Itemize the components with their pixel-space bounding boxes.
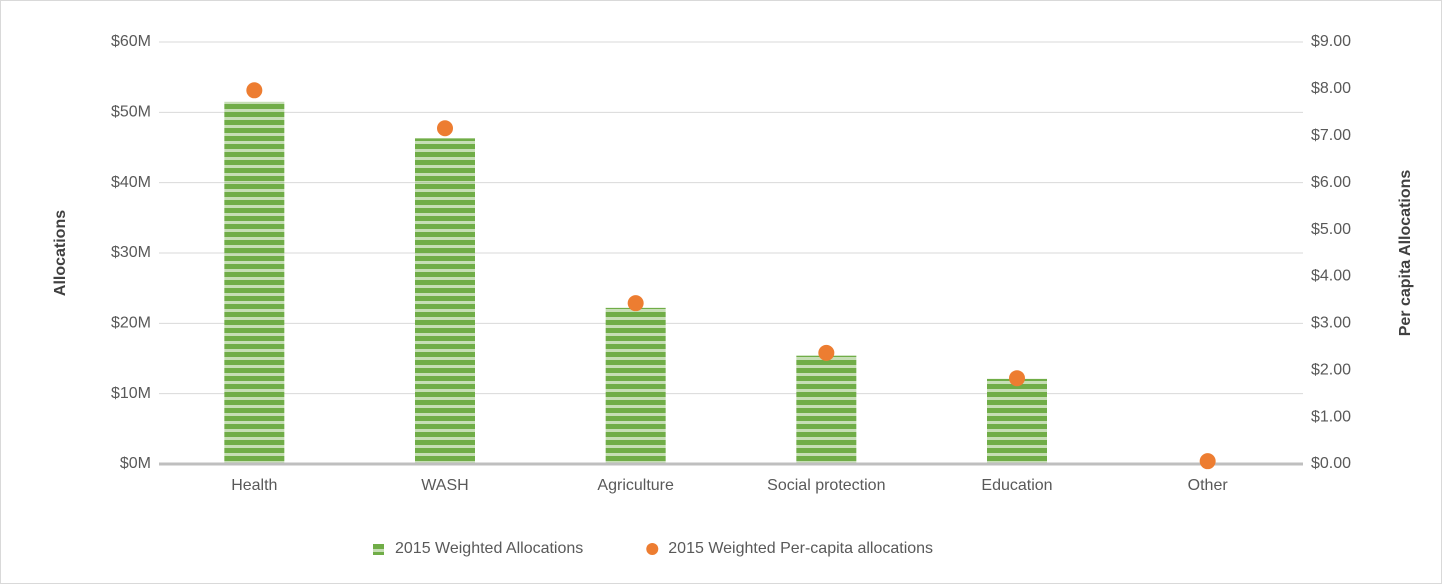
y2-tick-label: $0.00 bbox=[1311, 455, 1351, 472]
y-tick-label: $30M bbox=[111, 244, 151, 261]
x-tick-label: Other bbox=[1188, 477, 1229, 494]
x-tick-label: Health bbox=[231, 477, 277, 494]
y-tick-label: $20M bbox=[111, 315, 151, 332]
y2-tick-label: $4.00 bbox=[1311, 268, 1351, 285]
bar bbox=[796, 355, 857, 464]
legend-item: 2015 Weighted Per-capita allocations bbox=[646, 540, 933, 557]
y2-tick-label: $2.00 bbox=[1311, 361, 1351, 378]
y-tick-label: $0M bbox=[120, 455, 151, 472]
legend-swatch bbox=[646, 543, 659, 555]
y2-tick-label: $5.00 bbox=[1311, 221, 1351, 238]
y2-tick-label: $3.00 bbox=[1311, 315, 1351, 332]
dot bbox=[627, 295, 644, 312]
bar bbox=[415, 138, 475, 464]
y2-tick-label: $6.00 bbox=[1311, 174, 1351, 191]
y-axis-title: Allocations bbox=[52, 210, 69, 296]
y-tick-label: $60M bbox=[111, 33, 151, 50]
y2-tick-label: $1.00 bbox=[1311, 408, 1351, 425]
dot bbox=[1009, 370, 1025, 387]
dot bbox=[246, 82, 263, 99]
y-tick-label: $10M bbox=[111, 385, 151, 402]
x-tick-label: Education bbox=[981, 477, 1052, 494]
y2-axis-title: Per capita Allocations bbox=[1397, 170, 1414, 337]
legend-swatch bbox=[373, 544, 384, 555]
y2-tick-label: $7.00 bbox=[1311, 127, 1351, 144]
bar bbox=[987, 378, 1047, 464]
bar bbox=[605, 307, 666, 464]
dot bbox=[1199, 453, 1216, 470]
y2-tick-label: $8.00 bbox=[1311, 80, 1351, 97]
x-tick-label: Social protection bbox=[767, 477, 885, 494]
legend-label: 2015 Weighted Allocations bbox=[395, 540, 583, 557]
legend-label: 2015 Weighted Per-capita allocations bbox=[668, 540, 933, 557]
y2-tick-label: $9.00 bbox=[1311, 33, 1351, 50]
y-tick-label: $40M bbox=[111, 174, 151, 191]
dot bbox=[437, 120, 453, 137]
y-tick-label: $50M bbox=[111, 104, 151, 121]
x-tick-label: Agriculture bbox=[597, 477, 674, 494]
legend-item: 2015 Weighted Allocations bbox=[373, 540, 583, 557]
bar bbox=[224, 101, 285, 465]
dot bbox=[818, 344, 835, 361]
x-tick-label: WASH bbox=[421, 477, 468, 494]
